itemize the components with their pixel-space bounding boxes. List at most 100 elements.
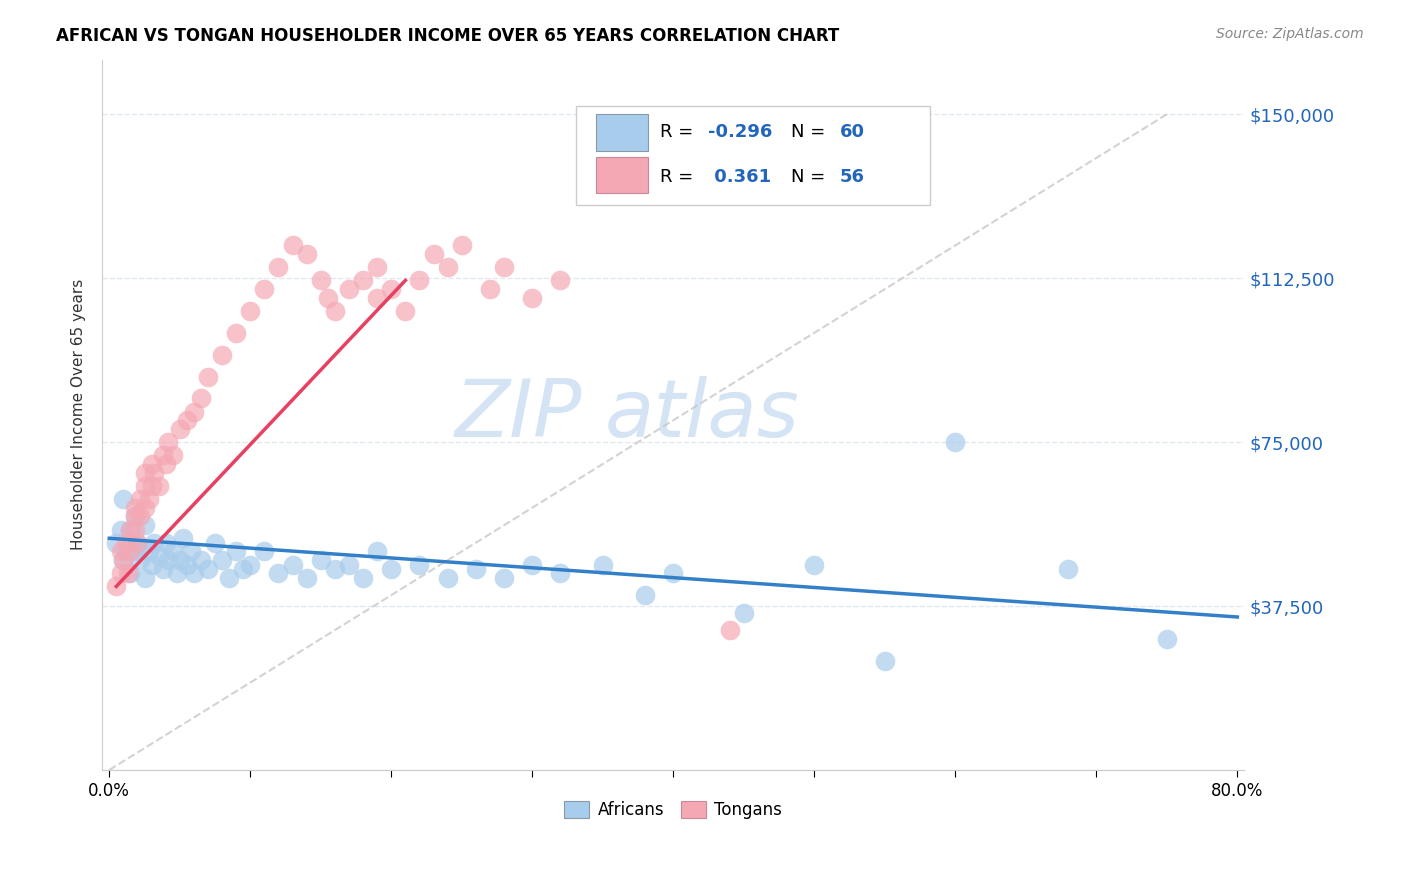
Point xyxy=(522,291,544,305)
Point xyxy=(110,544,132,558)
Point xyxy=(120,544,142,558)
Point xyxy=(127,544,149,558)
Point xyxy=(281,238,304,252)
FancyBboxPatch shape xyxy=(596,114,648,151)
Point xyxy=(183,566,205,581)
Point xyxy=(115,535,138,549)
Point xyxy=(408,558,430,572)
Point xyxy=(450,238,472,252)
Point xyxy=(718,623,741,637)
Point xyxy=(366,260,388,275)
Point xyxy=(550,273,572,287)
Point xyxy=(323,562,346,576)
FancyBboxPatch shape xyxy=(596,157,648,194)
Point xyxy=(148,549,170,563)
Point xyxy=(129,509,152,524)
Point xyxy=(1057,562,1080,576)
Point xyxy=(124,509,146,524)
Point xyxy=(436,571,458,585)
Point xyxy=(225,544,247,558)
Point xyxy=(134,518,156,533)
Point xyxy=(281,558,304,572)
Point xyxy=(494,571,516,585)
Point xyxy=(124,500,146,515)
Point xyxy=(309,553,332,567)
Point xyxy=(190,392,212,406)
Point xyxy=(162,544,184,558)
Point xyxy=(295,247,318,261)
Text: R =: R = xyxy=(659,168,699,186)
Text: N =: N = xyxy=(792,168,831,186)
Point xyxy=(141,558,163,572)
Text: ZIP: ZIP xyxy=(454,376,582,454)
Point xyxy=(110,566,132,581)
Point xyxy=(394,304,416,318)
Point xyxy=(239,304,262,318)
Point xyxy=(592,558,614,572)
Text: AFRICAN VS TONGAN HOUSEHOLDER INCOME OVER 65 YEARS CORRELATION CHART: AFRICAN VS TONGAN HOUSEHOLDER INCOME OVE… xyxy=(56,27,839,45)
Point xyxy=(253,544,276,558)
Point xyxy=(176,413,198,427)
Point xyxy=(166,566,188,581)
Point xyxy=(115,544,138,558)
Point xyxy=(143,535,166,549)
Point xyxy=(105,535,128,549)
Point xyxy=(380,562,402,576)
Point xyxy=(138,491,160,506)
Point xyxy=(803,558,825,572)
Point xyxy=(190,553,212,567)
Point xyxy=(183,404,205,418)
Point xyxy=(162,448,184,462)
Point xyxy=(366,291,388,305)
Point xyxy=(479,282,502,296)
Point xyxy=(337,558,360,572)
Point xyxy=(120,523,142,537)
Point xyxy=(141,457,163,471)
Point xyxy=(211,348,233,362)
Point xyxy=(112,553,135,567)
Point xyxy=(211,553,233,567)
FancyBboxPatch shape xyxy=(576,106,931,205)
Point xyxy=(253,282,276,296)
Point xyxy=(943,435,966,450)
Point xyxy=(134,500,156,515)
Point xyxy=(124,509,146,524)
Point xyxy=(662,566,685,581)
Text: 56: 56 xyxy=(839,168,865,186)
Point xyxy=(873,654,896,668)
Point xyxy=(204,535,226,549)
Point xyxy=(157,435,180,450)
Point xyxy=(380,282,402,296)
Point xyxy=(436,260,458,275)
Point xyxy=(152,448,174,462)
Point xyxy=(169,422,191,436)
Point xyxy=(522,558,544,572)
Point xyxy=(366,544,388,558)
Point xyxy=(733,606,755,620)
Point xyxy=(143,466,166,480)
Point xyxy=(176,558,198,572)
Point xyxy=(120,566,142,581)
Point xyxy=(172,531,194,545)
Point xyxy=(267,260,290,275)
Point xyxy=(124,523,146,537)
Point xyxy=(239,558,262,572)
Point xyxy=(112,553,135,567)
Point xyxy=(105,579,128,593)
Point xyxy=(295,571,318,585)
Legend: Africans, Tongans: Africans, Tongans xyxy=(558,794,789,826)
Point xyxy=(134,571,156,585)
Point xyxy=(138,544,160,558)
Point xyxy=(323,304,346,318)
Point xyxy=(112,491,135,506)
Point xyxy=(634,588,657,602)
Point xyxy=(155,535,177,549)
Point xyxy=(141,479,163,493)
Point xyxy=(464,562,486,576)
Text: R =: R = xyxy=(659,123,699,141)
Point xyxy=(197,369,219,384)
Point xyxy=(232,562,254,576)
Point xyxy=(129,491,152,506)
Point xyxy=(225,326,247,340)
Point xyxy=(494,260,516,275)
